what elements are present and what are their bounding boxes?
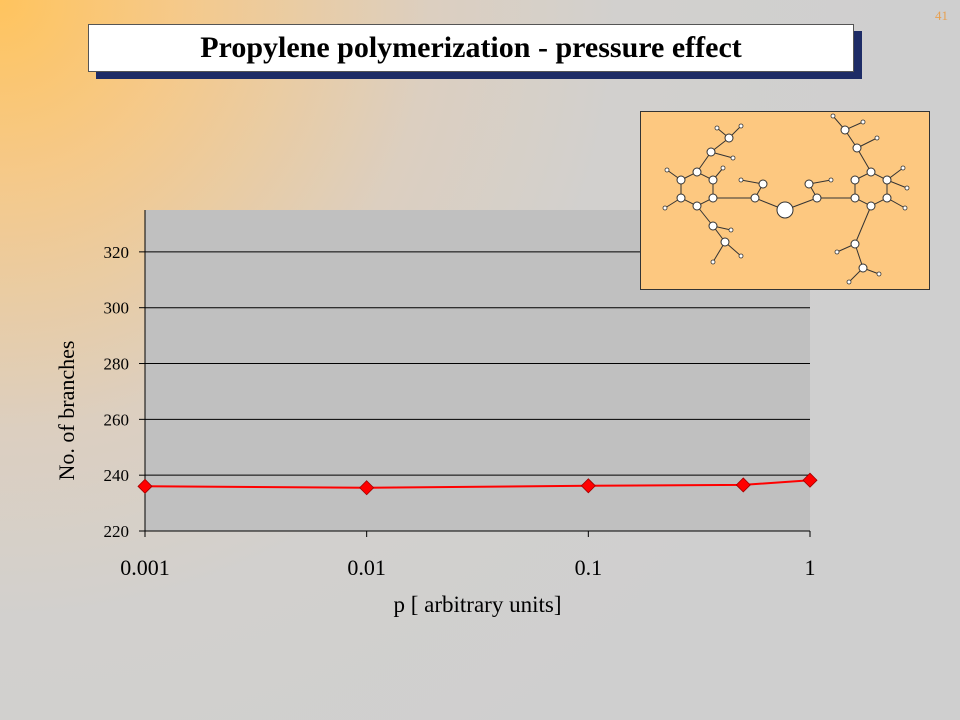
x-tick-labels: 0.001 0.01 0.1 1 [120, 555, 815, 580]
y-tick-label: 240 [104, 466, 130, 485]
x-tick-label: 0.001 [120, 555, 170, 580]
grid-lines [145, 251, 810, 476]
data-point-marker [735, 477, 751, 493]
data-point-marker [359, 480, 375, 496]
y-tick-labels: 220 240 260 280 300 320 [104, 243, 130, 541]
y-tick-label: 320 [104, 243, 130, 262]
x-tick-label: 0.01 [347, 555, 386, 580]
molecule-image [640, 111, 930, 290]
y-tick-label: 280 [104, 355, 130, 374]
slide-number: 41 [935, 8, 948, 23]
x-axis-label: p [ arbitrary units] [394, 592, 562, 617]
data-markers [137, 472, 818, 496]
y-axis-label: No. of branches [54, 341, 79, 481]
y-tick-label: 220 [104, 522, 130, 541]
y-tick-label: 300 [104, 299, 130, 318]
x-tick-label: 0.1 [575, 555, 603, 580]
x-tick-label: 1 [805, 555, 816, 580]
data-point-marker [580, 478, 596, 494]
axes [139, 210, 811, 537]
molecular-structure-icon [662, 113, 910, 285]
y-tick-label: 260 [104, 410, 130, 429]
slide-title: Propylene polymerization - pressure effe… [200, 31, 742, 64]
data-point-marker [137, 478, 153, 494]
title-box: Propylene polymerization - pressure effe… [88, 24, 854, 72]
data-point-marker [802, 472, 818, 488]
